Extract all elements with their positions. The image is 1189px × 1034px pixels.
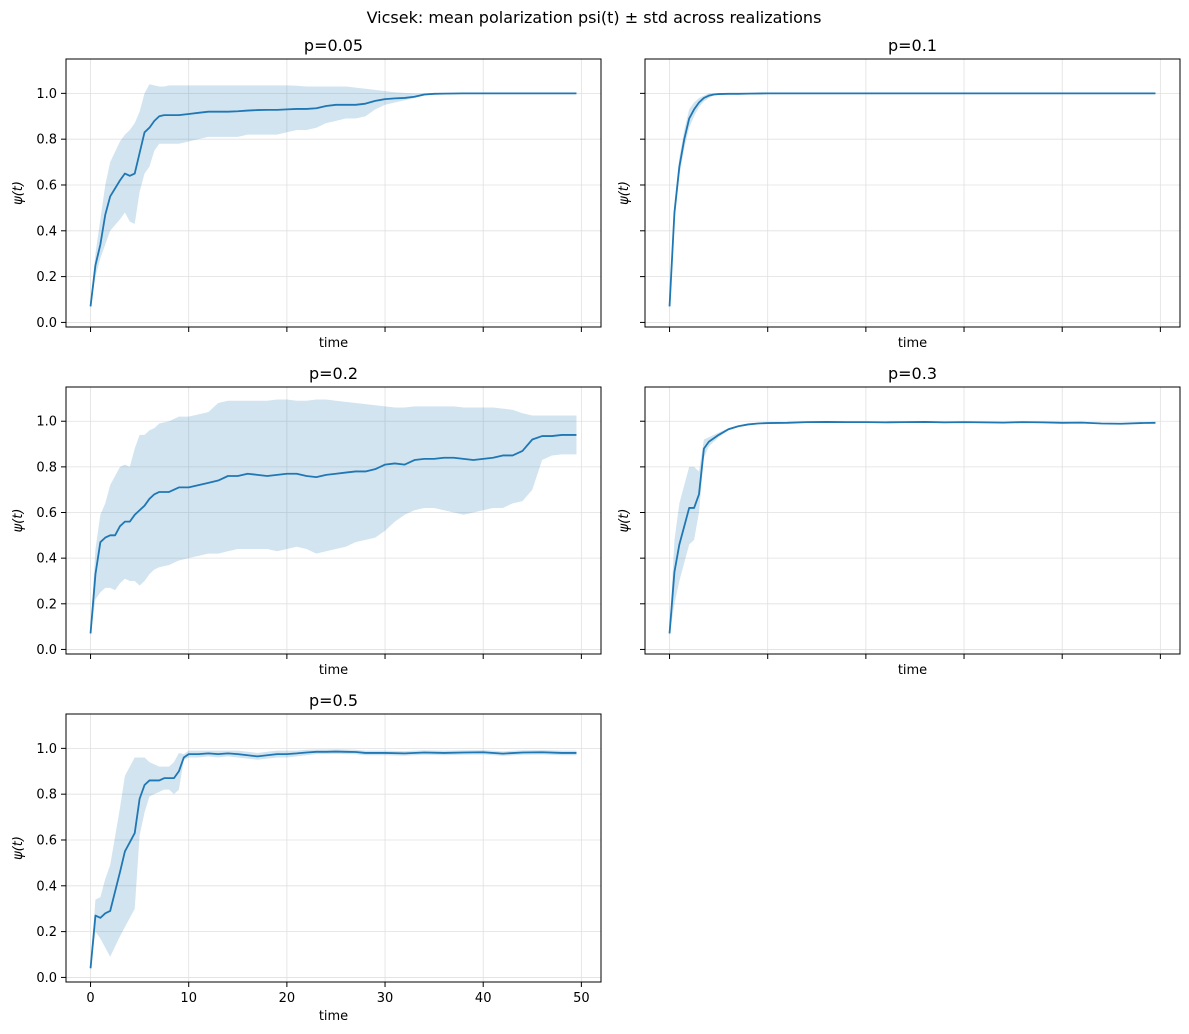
- mean-line: [89, 750, 577, 969]
- subplot-title: p=0.05: [304, 36, 363, 55]
- x-tick-label: 50: [573, 991, 590, 1006]
- y-tick-label: 1.0: [36, 742, 57, 757]
- y-tick-label: 0.2: [36, 270, 57, 285]
- subplot-title: p=0.2: [309, 364, 358, 383]
- mean-line: [668, 92, 1156, 307]
- x-tick-label: 40: [475, 991, 492, 1006]
- y-tick-label: 0.4: [36, 224, 57, 239]
- x-axis-label: time: [898, 663, 927, 678]
- x-axis-label: time: [898, 336, 927, 351]
- y-tick-label: 0.2: [36, 925, 57, 940]
- mean-line: [668, 421, 1156, 634]
- subplot-title: p=0.1: [888, 36, 937, 55]
- axes-frame: [65, 713, 602, 983]
- axes-frame: [644, 386, 1181, 655]
- subplot-1: 0.0 0.2 0.4 0.6 0.8 1.0 p=0.05 time ψ(t): [11, 36, 602, 351]
- y-tick-label: 0.0: [36, 316, 57, 331]
- y-axis-label: ψ(t): [11, 181, 26, 205]
- y-axis-label: ψ(t): [617, 181, 632, 205]
- y-tick-label: 0.0: [36, 643, 57, 658]
- std-band: [90, 399, 577, 636]
- subplot-2: p=0.1 time ψ(t): [617, 36, 1181, 351]
- x-tick-label: 30: [377, 991, 394, 1006]
- y-tick-label: 0.8: [36, 133, 57, 148]
- y-tick-label: 0.2: [36, 597, 57, 612]
- x-axis-label: time: [319, 663, 348, 678]
- axes-frame: [644, 58, 1181, 328]
- y-axis-label: ψ(t): [11, 509, 26, 533]
- axes-frame: [65, 386, 602, 655]
- subplot-4: p=0.3 time ψ(t): [617, 364, 1181, 678]
- x-axis-label: time: [319, 1009, 348, 1024]
- y-axis-label: ψ(t): [11, 836, 26, 860]
- y-tick-label: 0.6: [36, 833, 57, 848]
- x-axis-label: time: [319, 336, 348, 351]
- figure-title: Vicsek: mean polarization psi(t) ± std a…: [367, 8, 822, 27]
- std-band: [90, 84, 577, 309]
- std-band: [90, 749, 577, 971]
- subplot-5: 0 10 20 30 40 50 0.0 0.2 0.4 0.6 0.8 1.0 p=0.5 time ψ(…: [11, 691, 602, 1024]
- y-tick-label: 0.4: [36, 879, 57, 894]
- x-tick-label: 20: [279, 991, 296, 1006]
- y-tick-label: 1.0: [36, 87, 57, 102]
- y-tick-label: 0.0: [36, 971, 57, 986]
- mean-line: [89, 92, 577, 307]
- x-tick-label: 0: [86, 991, 94, 1006]
- y-axis-label: ψ(t): [617, 509, 632, 533]
- x-tick-label: 10: [180, 991, 197, 1006]
- subplot-title: p=0.5: [309, 691, 358, 710]
- y-tick-label: 0.8: [36, 460, 57, 475]
- subplot-title: p=0.3: [888, 364, 937, 383]
- axes-frame: [65, 58, 602, 328]
- y-tick-label: 0.6: [36, 178, 57, 193]
- y-tick-label: 0.4: [36, 552, 57, 567]
- y-tick-label: 1.0: [36, 415, 57, 430]
- y-tick-label: 0.6: [36, 506, 57, 521]
- mean-line: [89, 434, 577, 634]
- subplot-3: 0.0 0.2 0.4 0.6 0.8 1.0 p=0.2 time ψ(t): [11, 364, 602, 678]
- y-tick-label: 0.8: [36, 788, 57, 803]
